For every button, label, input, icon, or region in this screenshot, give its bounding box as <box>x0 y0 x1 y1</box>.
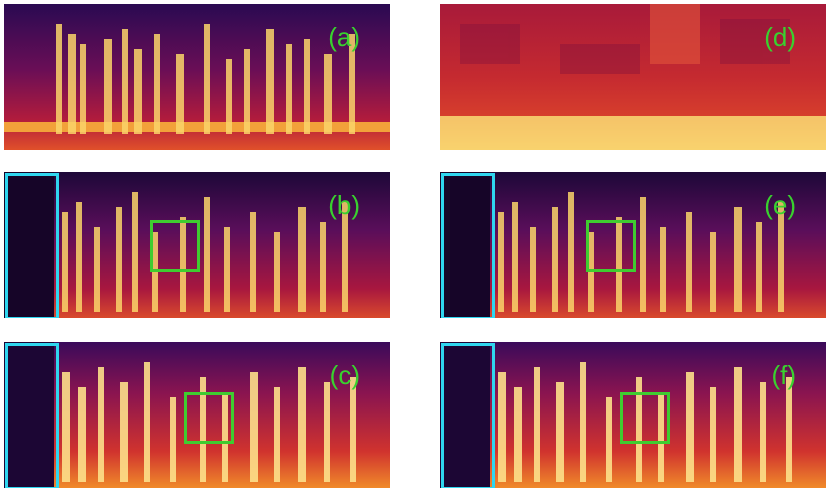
spectrogram-image-d <box>440 4 826 150</box>
spectrogram-panel-f: (f) <box>440 342 826 488</box>
panel-label-c: (c) <box>329 360 360 390</box>
spectrogram-image-c <box>4 342 390 488</box>
panel-label-f: (f) <box>771 360 796 390</box>
harmonics-f <box>498 362 792 482</box>
cyan-highlight-box-b <box>5 173 59 318</box>
harmonics-c <box>62 362 356 482</box>
spectrogram-image-a <box>4 4 390 150</box>
harmonics-e <box>498 192 784 312</box>
cyan-highlight-box-f <box>441 343 495 488</box>
green-highlight-box-f <box>620 392 670 444</box>
spectrogram-panel-c: (c) <box>4 342 390 488</box>
spectrogram-panel-d: (d) <box>440 4 826 150</box>
panel-label-e: (e) <box>764 190 796 220</box>
cyan-highlight-box-e <box>441 173 495 318</box>
green-highlight-box-e <box>586 220 636 272</box>
spectrogram-panel-b: (b) <box>4 172 390 318</box>
spectrogram-image-f <box>440 342 826 488</box>
noise-texture-d <box>460 19 790 74</box>
spectrogram-panel-e: (e) <box>440 172 826 318</box>
panel-label-d: (d) <box>764 22 796 52</box>
cyan-highlight-box-c <box>5 343 59 488</box>
panel-label-b: (b) <box>328 190 360 220</box>
panel-label-a: (a) <box>328 22 360 52</box>
harmonics-a <box>56 24 355 134</box>
green-highlight-box-c <box>184 392 234 444</box>
harmonics-b <box>62 192 348 312</box>
spectrogram-panel-a: (a) <box>4 4 390 150</box>
green-highlight-box-b <box>150 220 200 272</box>
